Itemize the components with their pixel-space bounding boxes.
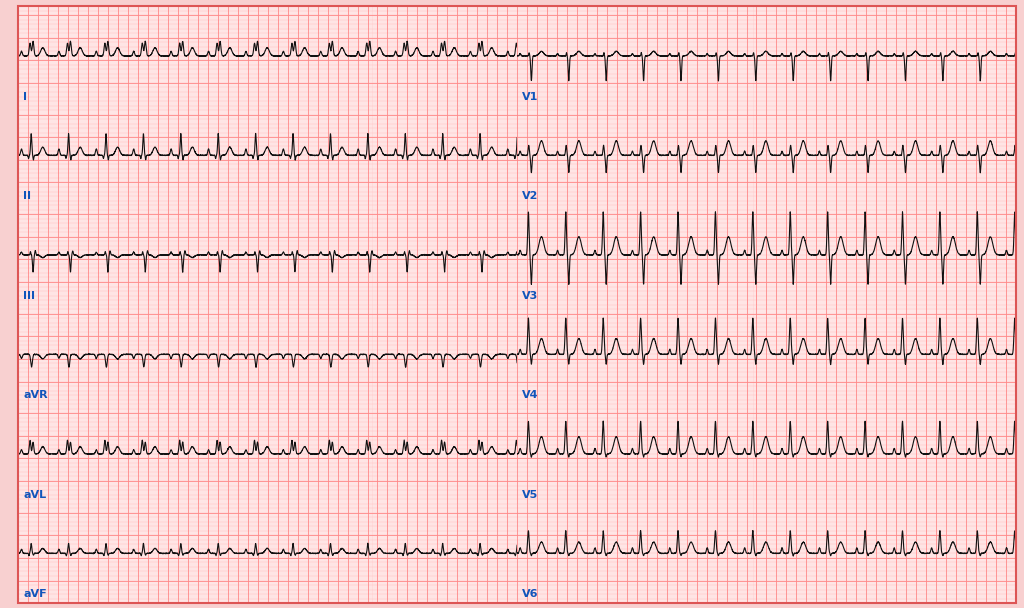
Text: V4: V4 (522, 390, 539, 400)
Text: III: III (24, 291, 36, 300)
Text: II: II (24, 191, 32, 201)
Text: aVF: aVF (24, 589, 47, 599)
Text: aVL: aVL (24, 489, 46, 500)
Text: V5: V5 (522, 489, 539, 500)
Text: V6: V6 (522, 589, 539, 599)
Text: V2: V2 (522, 191, 539, 201)
Text: V3: V3 (522, 291, 539, 300)
Text: V1: V1 (522, 92, 539, 102)
Text: aVR: aVR (24, 390, 48, 400)
Text: I: I (24, 92, 28, 102)
